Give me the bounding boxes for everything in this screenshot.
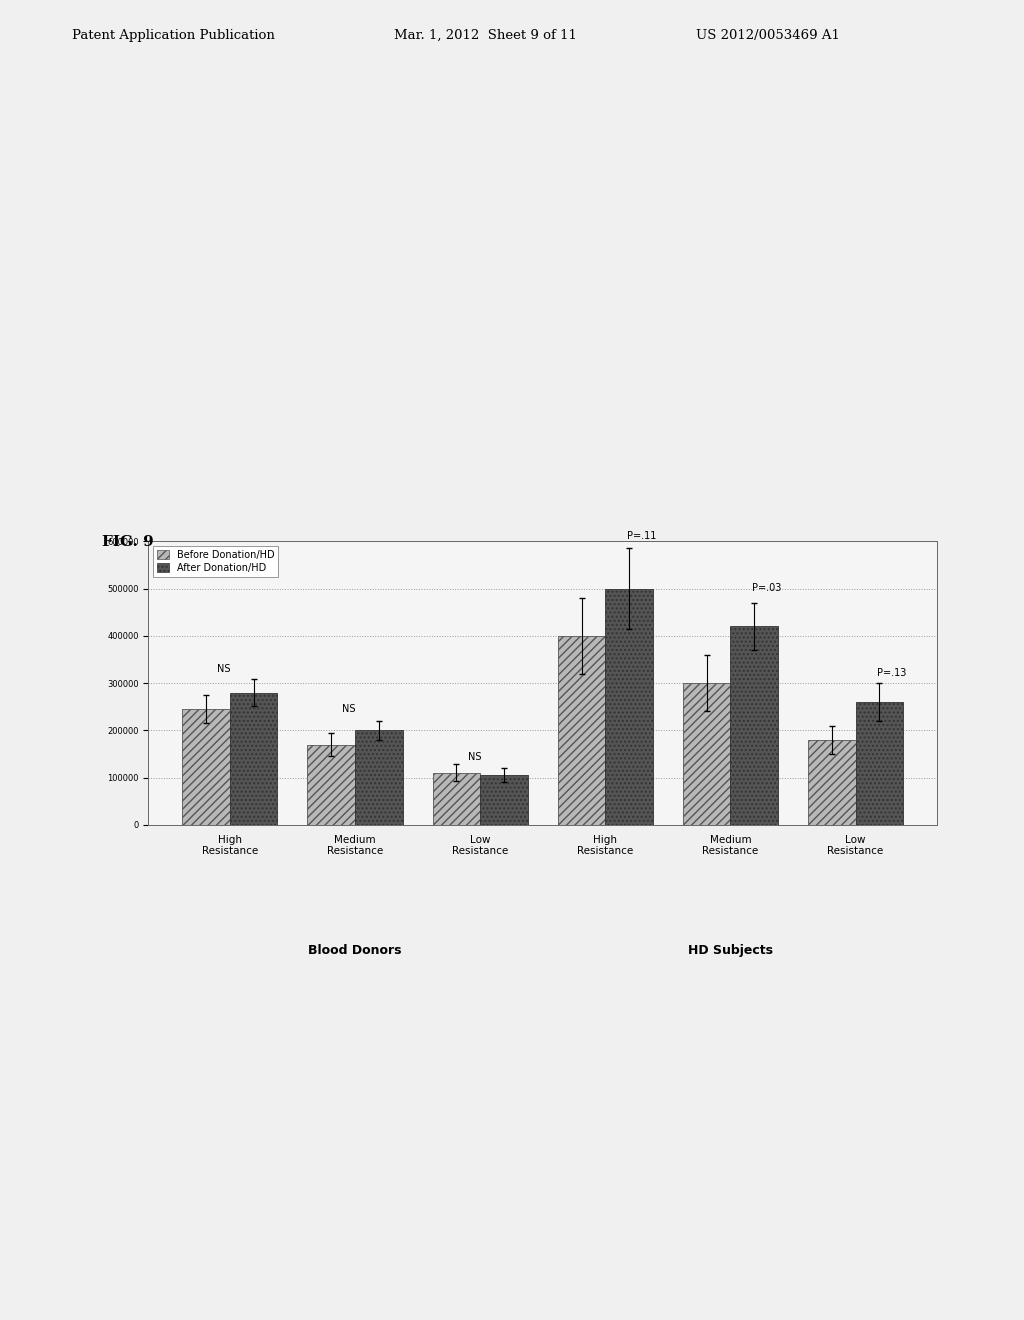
Text: Patent Application Publication: Patent Application Publication (72, 29, 274, 42)
Bar (480, 775, 527, 825)
Text: FIG. 9: FIG. 9 (102, 535, 155, 549)
Text: US 2012/0053469 A1: US 2012/0053469 A1 (696, 29, 841, 42)
Text: NS: NS (217, 664, 230, 673)
Bar (182, 709, 229, 825)
Text: P=.13: P=.13 (877, 668, 906, 678)
Bar (605, 589, 653, 825)
Text: NS: NS (468, 752, 481, 762)
Bar (558, 636, 605, 825)
Bar (683, 684, 730, 825)
Text: P=.03: P=.03 (752, 583, 781, 593)
Text: HD Subjects: HD Subjects (688, 944, 773, 957)
Text: NS: NS (342, 704, 356, 714)
Bar (856, 702, 903, 825)
Text: Blood Donors: Blood Donors (308, 944, 401, 957)
Bar (432, 774, 480, 825)
Bar (229, 693, 278, 825)
Bar (808, 739, 856, 825)
Bar (307, 744, 355, 825)
Bar (730, 627, 778, 825)
Text: Mar. 1, 2012  Sheet 9 of 11: Mar. 1, 2012 Sheet 9 of 11 (394, 29, 578, 42)
Bar (355, 730, 402, 825)
Text: P=.11: P=.11 (627, 531, 656, 541)
Legend: Before Donation/HD, After Donation/HD: Before Donation/HD, After Donation/HD (154, 546, 279, 577)
